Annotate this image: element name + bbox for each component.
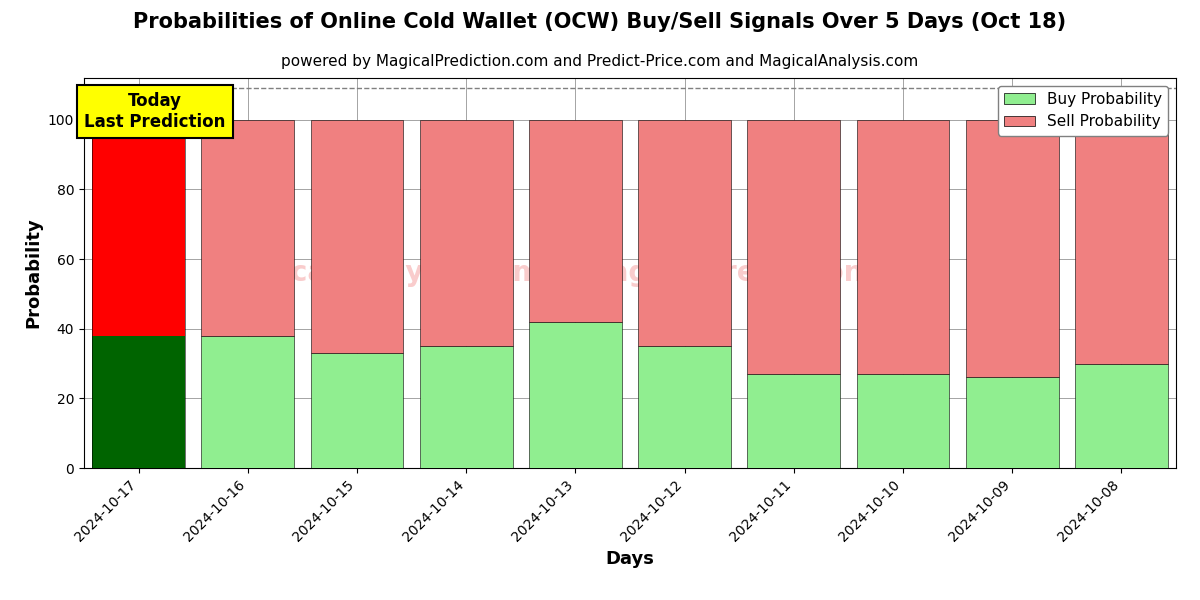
Bar <box>966 377 1058 468</box>
Bar <box>311 353 403 468</box>
Bar <box>420 120 512 346</box>
Text: powered by MagicalPrediction.com and Predict-Price.com and MagicalAnalysis.com: powered by MagicalPrediction.com and Pre… <box>281 54 919 69</box>
Bar <box>92 335 185 468</box>
Bar <box>638 120 731 346</box>
Bar <box>529 120 622 322</box>
Legend: Buy Probability, Sell Probability: Buy Probability, Sell Probability <box>998 86 1169 136</box>
Text: Today
Last Prediction: Today Last Prediction <box>84 92 226 131</box>
Text: Probabilities of Online Cold Wallet (OCW) Buy/Sell Signals Over 5 Days (Oct 18): Probabilities of Online Cold Wallet (OCW… <box>133 12 1067 32</box>
Bar <box>857 374 949 468</box>
Text: MagicalPrediction.com: MagicalPrediction.com <box>583 259 940 287</box>
Bar <box>1075 120 1168 364</box>
Bar <box>92 120 185 468</box>
Bar <box>748 120 840 374</box>
Bar <box>1075 364 1168 468</box>
Text: MagicalAnalysis.com: MagicalAnalysis.com <box>216 259 542 287</box>
Bar <box>529 322 622 468</box>
Bar <box>748 374 840 468</box>
Bar <box>638 346 731 468</box>
Bar <box>311 120 403 353</box>
Y-axis label: Probability: Probability <box>24 218 42 328</box>
Bar <box>966 120 1058 377</box>
X-axis label: Days: Days <box>606 550 654 568</box>
Bar <box>202 335 294 468</box>
Bar <box>420 346 512 468</box>
Bar <box>202 120 294 335</box>
Bar <box>92 120 185 335</box>
Bar <box>857 120 949 374</box>
